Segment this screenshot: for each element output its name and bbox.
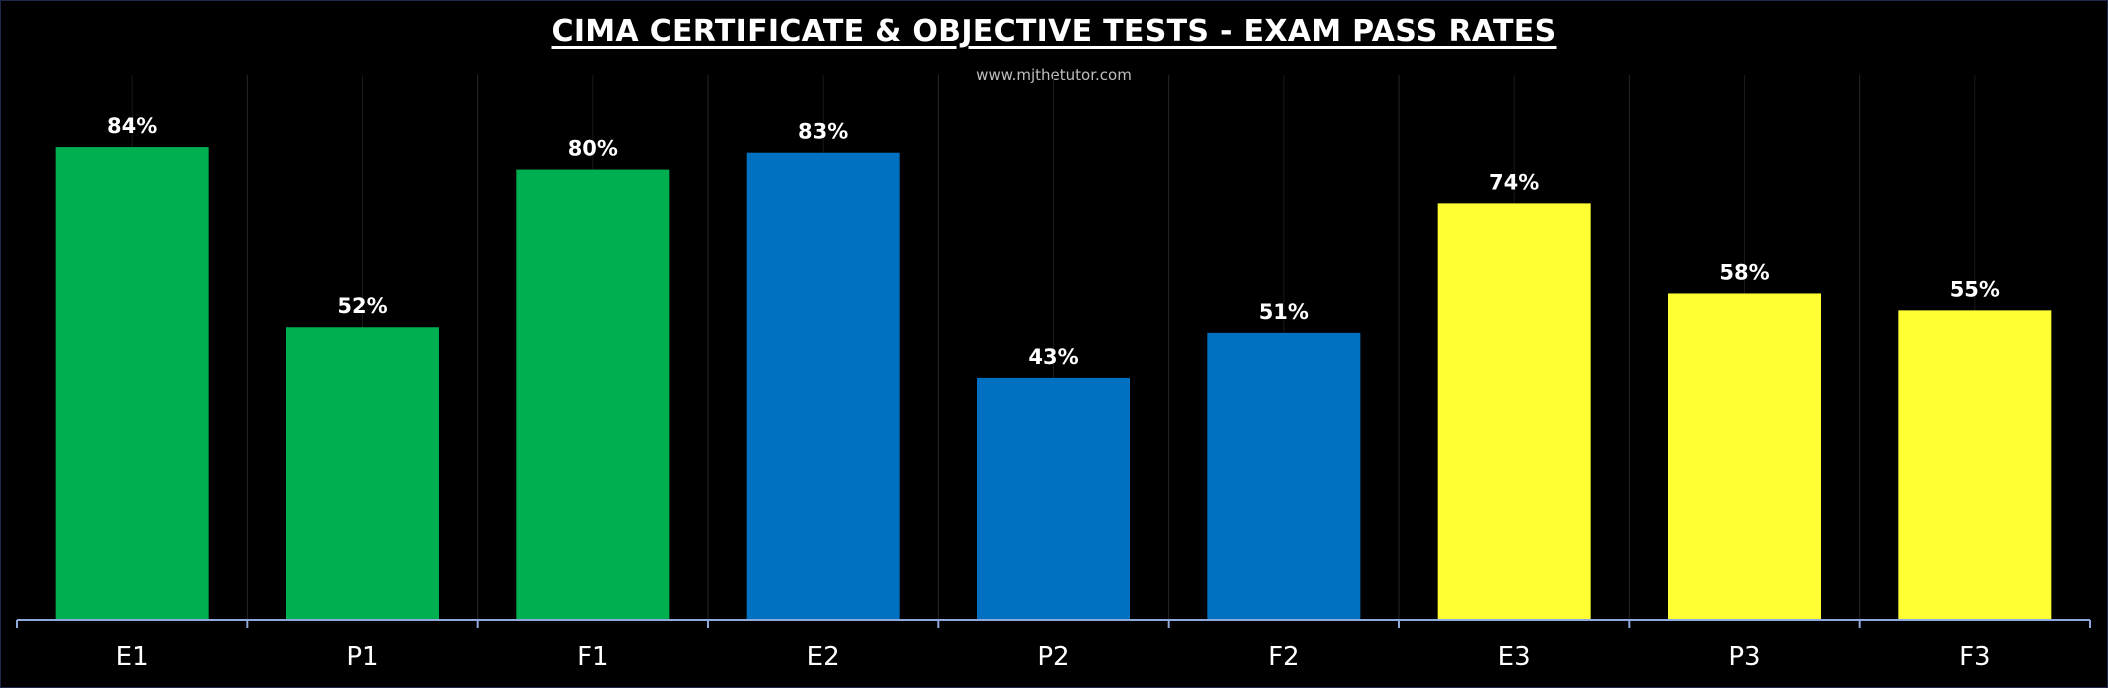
bar-f3 — [1898, 310, 2052, 620]
data-label: 43% — [1028, 345, 1078, 369]
bar-f2 — [1207, 332, 1361, 620]
chart-title: CIMA CERTIFICATE & OBJECTIVE TESTS - EXA… — [551, 14, 1557, 49]
bar-e2 — [746, 152, 900, 620]
data-label: 83% — [798, 120, 848, 144]
bar-p3 — [1668, 293, 1821, 620]
data-label: 52% — [337, 294, 387, 318]
bars — [55, 147, 2052, 620]
x-tick-label: P1 — [346, 642, 378, 672]
x-tick-label: E2 — [807, 642, 840, 672]
data-label: 80% — [568, 137, 618, 161]
data-label: 74% — [1489, 170, 1539, 194]
x-tick-label: P3 — [1728, 642, 1760, 672]
x-tick-label: F3 — [1959, 642, 1991, 672]
data-labels: 84% 52% 80% 83% 43% 51% 74% 58% 55% — [107, 114, 2000, 369]
bar-f1 — [516, 169, 670, 620]
data-label: 58% — [1719, 260, 1769, 284]
x-tick-label: F2 — [1268, 642, 1300, 672]
data-label: 84% — [107, 114, 157, 138]
bar-p1 — [286, 327, 439, 620]
x-tick-label: E3 — [1498, 642, 1531, 672]
x-tick-label: E1 — [116, 642, 149, 672]
x-tick-label: F1 — [577, 642, 609, 672]
bar-e3 — [1437, 203, 1591, 620]
x-axis: E1 P1 F1 E2 P2 F2 E3 P3 F3 — [16, 619, 2091, 672]
data-label: 51% — [1259, 300, 1309, 324]
bar-e1 — [55, 147, 209, 620]
bar-p2 — [977, 377, 1130, 620]
data-label: 55% — [1950, 277, 2000, 301]
x-tick-label: P2 — [1037, 642, 1069, 672]
